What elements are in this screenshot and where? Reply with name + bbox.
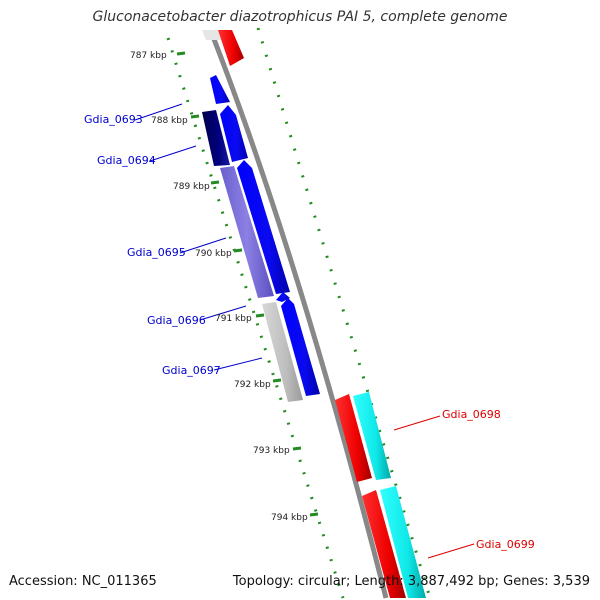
gene-gdia-0694[interactable]	[202, 110, 230, 166]
gene-label-gdia-0696[interactable]: Gdia_0696	[147, 314, 206, 327]
gene-cyan-0698[interactable]	[353, 392, 391, 480]
kbp-label: 794 kbp	[271, 513, 308, 523]
gene-gdia-0697[interactable]	[262, 302, 303, 402]
gene-gdia-0696[interactable]	[276, 292, 290, 302]
gene-gdia-0693[interactable]	[210, 75, 230, 104]
kbp-label: 788 kbp	[151, 116, 188, 126]
gene-gdia-0699[interactable]	[362, 490, 406, 598]
kbp-label: 787 kbp	[130, 51, 167, 61]
kbp-label: 790 kbp	[195, 249, 232, 259]
left-gene-labels: Gdia_0693 Gdia_0694 Gdia_0695 Gdia_0696 …	[84, 113, 221, 377]
right-gene-labels: Gdia_0698 Gdia_0699	[442, 408, 535, 551]
genome-title: Gluconacetobacter diazotrophicus PAI 5, …	[92, 9, 508, 25]
right-leaders	[393, 415, 475, 559]
gene-label-gdia-0695[interactable]: Gdia_0695	[127, 246, 186, 259]
kbp-label: 793 kbp	[253, 446, 290, 456]
kbp-label: 792 kbp	[234, 380, 271, 390]
kbp-label: 791 kbp	[215, 314, 252, 324]
topology-text: Topology: circular; Length: 3,887,492 bp…	[232, 574, 590, 589]
gene-partial-top[interactable]	[218, 30, 244, 66]
major-ticks	[176, 51, 319, 517]
gene-blue-0694-forward[interactable]	[220, 105, 248, 162]
gene-label-gdia-0697[interactable]: Gdia_0697	[162, 364, 221, 377]
gene-gdia-0698[interactable]	[335, 394, 372, 482]
left-leaders	[134, 103, 263, 371]
gene-label-gdia-0699[interactable]: Gdia_0699	[476, 538, 535, 551]
gene-label-gdia-0694[interactable]: Gdia_0694	[97, 154, 156, 167]
accession-text: Accession: NC_011365	[9, 574, 157, 589]
gene-cyan-0699[interactable]	[380, 486, 426, 598]
gene-gdia-0695[interactable]	[220, 166, 274, 298]
top-fade	[202, 30, 224, 40]
genome-backbone	[209, 33, 389, 599]
gene-blue-0695-forward[interactable]	[237, 160, 290, 294]
gene-label-gdia-0698[interactable]: Gdia_0698	[442, 408, 501, 421]
kbp-labels: 787 kbp 788 kbp 789 kbp 790 kbp 791 kbp …	[130, 51, 308, 523]
outer-tick-track	[256, 27, 432, 599]
kbp-label: 789 kbp	[173, 182, 210, 192]
gene-blue-0697-forward[interactable]	[281, 298, 320, 396]
gene-label-gdia-0693[interactable]: Gdia_0693	[84, 113, 143, 126]
